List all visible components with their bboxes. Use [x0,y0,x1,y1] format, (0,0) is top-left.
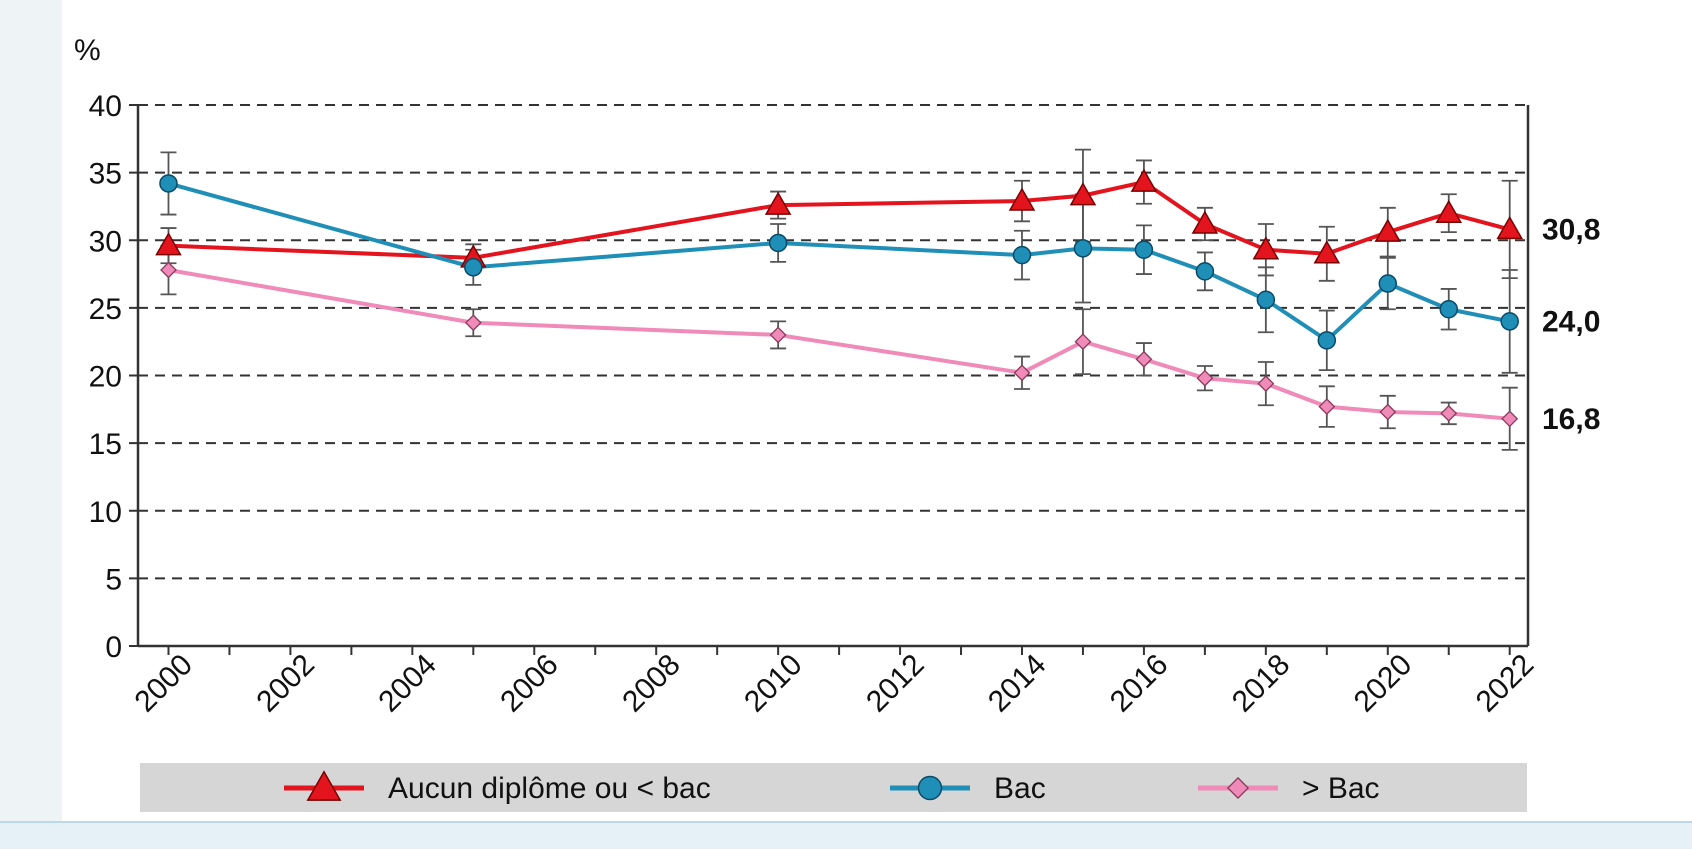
data-point [1195,262,1215,281]
data-point [1013,364,1031,382]
data-point [1074,333,1092,351]
data-point [1257,375,1275,393]
y-tick-label: 20 [89,361,122,394]
bottom-band [0,822,1692,849]
data-point [155,232,182,256]
data-point [1252,236,1280,260]
legend-label: Bac [994,772,1046,805]
y-axis-label: % [74,34,101,67]
legend-label: > Bac [1302,772,1380,805]
y-axis-ticks: 0 5 10 15 20 25 30 35 40 [89,90,138,664]
y-tick-label: 10 [89,496,122,529]
legend: Aucun diplôme ou < bac Bac > Bac [140,763,1527,812]
legend-marker [1226,776,1250,800]
data-point [768,233,788,253]
data-point [1374,218,1402,242]
data-point [1073,239,1093,258]
data-point [1496,215,1524,240]
end-value-label: 30,8 [1542,213,1600,246]
data-point [1069,182,1097,206]
gridlines [138,104,1528,580]
legend-background [140,763,1527,812]
series-line [168,180,1511,260]
data-point [764,191,792,215]
data-point [1440,404,1458,422]
series-lines [167,180,1511,421]
legend-marker [306,770,342,801]
data-point [1378,274,1398,293]
y-tick-label: 40 [89,90,122,123]
data-point [1256,290,1276,310]
data-point [1435,199,1463,223]
data-point [1135,350,1153,368]
data-point [1130,168,1158,192]
data-point [464,314,482,332]
data-point [159,174,178,193]
legend-marker [917,775,943,801]
y-tick-label: 5 [105,563,122,596]
end-value-label: 16,8 [1542,403,1600,436]
data-point [1439,299,1458,319]
series-markers [155,168,1524,428]
series-line [168,268,1510,421]
data-point [1196,369,1214,387]
data-point [1313,240,1341,264]
legend-label: Aucun diplôme ou < bac [388,772,711,805]
data-point [1501,410,1519,428]
end-labels: 30,8 24,0 16,8 [1542,213,1600,435]
y-tick-label: 35 [89,158,122,191]
end-value-label: 24,0 [1542,305,1600,338]
data-point [1318,398,1336,416]
data-point [160,261,177,279]
data-point [769,326,787,344]
data-point [1500,312,1519,331]
data-point [464,258,483,277]
data-point [1134,240,1154,259]
data-point [1317,331,1337,350]
y-tick-label: 15 [89,428,122,461]
y-tick-label: 0 [105,631,122,664]
data-point [1191,210,1219,234]
data-point [1008,187,1036,211]
data-point [1379,403,1397,421]
y-tick-label: 30 [89,225,122,258]
series-line [167,181,1511,343]
data-point [1012,245,1032,265]
y-tick-label: 25 [89,293,122,326]
